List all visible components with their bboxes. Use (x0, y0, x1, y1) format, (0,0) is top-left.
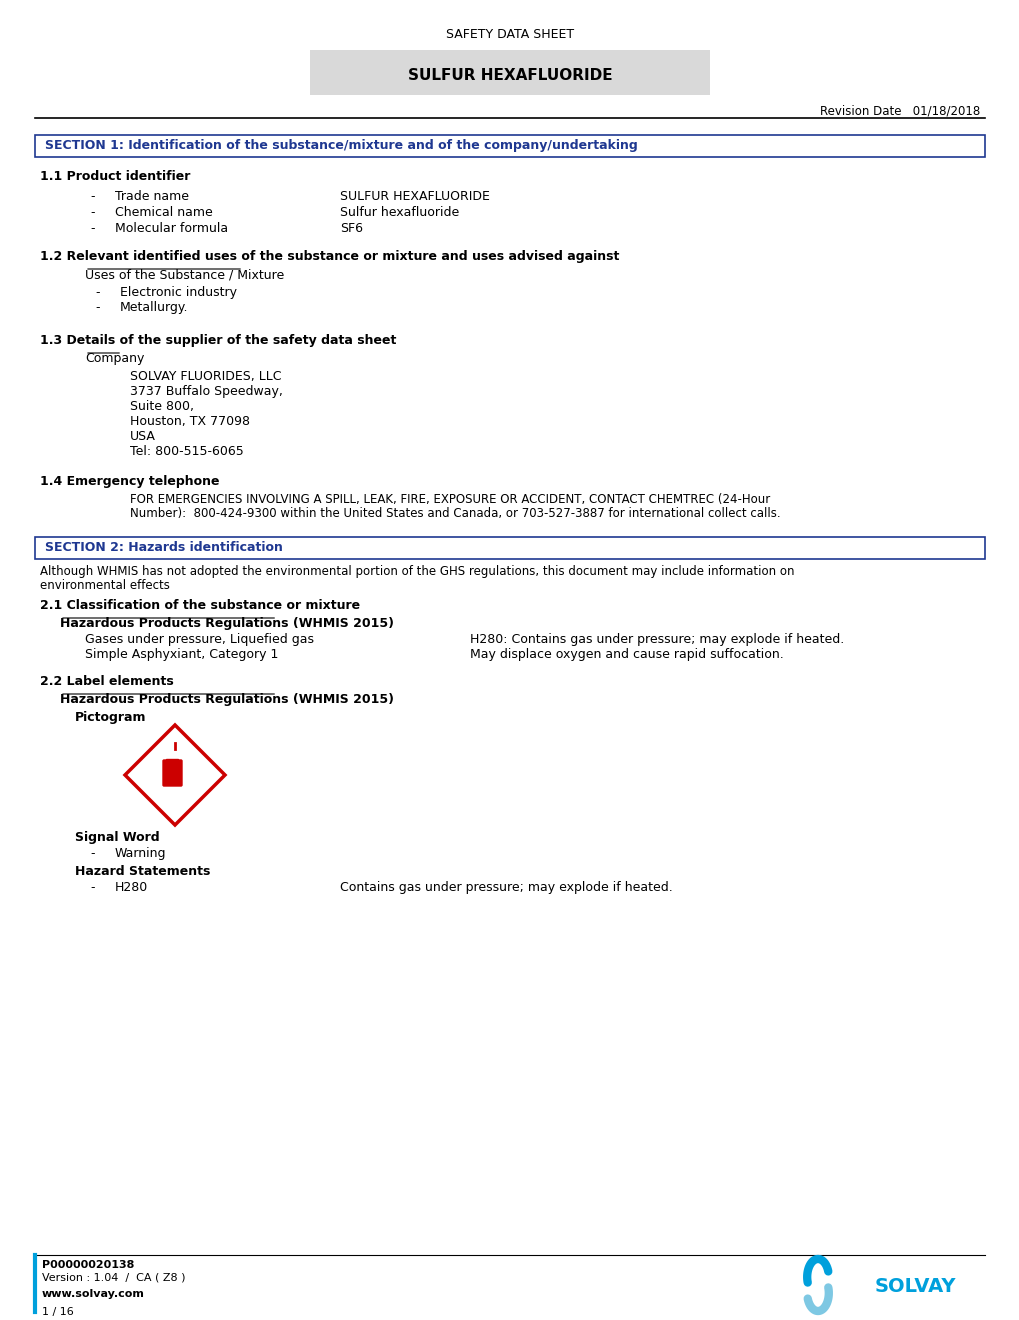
Text: -: - (90, 880, 95, 894)
Text: H280: H280 (115, 880, 148, 894)
Text: Suite 800,: Suite 800, (129, 400, 194, 413)
Text: Hazardous Products Regulations (WHMIS 2015): Hazardous Products Regulations (WHMIS 20… (60, 616, 393, 630)
Text: -: - (90, 847, 95, 861)
Text: SULFUR HEXAFLUORIDE: SULFUR HEXAFLUORIDE (339, 190, 489, 203)
Text: SAFETY DATA SHEET: SAFETY DATA SHEET (445, 28, 574, 41)
Text: -: - (90, 206, 95, 219)
Text: environmental effects: environmental effects (40, 579, 170, 591)
Text: H280: Contains gas under pressure; may explode if heated.: H280: Contains gas under pressure; may e… (470, 634, 844, 645)
Text: Signal Word: Signal Word (75, 832, 159, 843)
Text: SECTION 2: Hazards identification: SECTION 2: Hazards identification (45, 541, 282, 554)
Text: www.solvay.com: www.solvay.com (42, 1290, 145, 1299)
Text: Chemical name: Chemical name (115, 206, 213, 219)
Text: 2.1 Classification of the substance or mixture: 2.1 Classification of the substance or m… (40, 599, 360, 612)
Text: Sulfur hexafluoride: Sulfur hexafluoride (339, 206, 459, 219)
Text: Number):  800-424-9300 within the United States and Canada, or 703-527-3887 for : Number): 800-424-9300 within the United … (129, 507, 780, 520)
Text: SULFUR HEXAFLUORIDE: SULFUR HEXAFLUORIDE (408, 69, 611, 83)
Text: Although WHMIS has not adopted the environmental portion of the GHS regulations,: Although WHMIS has not adopted the envir… (40, 565, 794, 578)
Text: 1 / 16: 1 / 16 (42, 1307, 73, 1317)
FancyBboxPatch shape (163, 760, 181, 785)
Text: Revision Date   01/18/2018: Revision Date 01/18/2018 (819, 106, 979, 117)
Text: Houston, TX 77098: Houston, TX 77098 (129, 414, 250, 428)
Text: Company: Company (85, 352, 145, 366)
FancyBboxPatch shape (166, 759, 178, 764)
Text: Electronic industry: Electronic industry (120, 286, 236, 300)
Text: Simple Asphyxiant, Category 1: Simple Asphyxiant, Category 1 (85, 648, 278, 661)
Text: Uses of the Substance / Mixture: Uses of the Substance / Mixture (85, 268, 284, 281)
Text: Tel: 800-515-6065: Tel: 800-515-6065 (129, 445, 244, 458)
Text: USA: USA (129, 430, 156, 444)
Polygon shape (125, 725, 225, 825)
Text: 1.1 Product identifier: 1.1 Product identifier (40, 170, 191, 183)
Text: SOLVAY: SOLVAY (874, 1276, 956, 1296)
Text: -: - (90, 190, 95, 203)
Text: Version : 1.04  /  CA ( Z8 ): Version : 1.04 / CA ( Z8 ) (42, 1272, 185, 1283)
Text: SF6: SF6 (339, 222, 363, 235)
Text: Contains gas under pressure; may explode if heated.: Contains gas under pressure; may explode… (339, 880, 673, 894)
Text: 2.2 Label elements: 2.2 Label elements (40, 675, 173, 688)
Text: -: - (90, 222, 95, 235)
Text: Warning: Warning (115, 847, 166, 861)
Text: Molecular formula: Molecular formula (115, 222, 228, 235)
Text: P00000020138: P00000020138 (42, 1261, 135, 1270)
Text: Metallurgy.: Metallurgy. (120, 301, 189, 314)
Text: -: - (95, 286, 100, 300)
Text: Pictogram: Pictogram (75, 711, 147, 723)
FancyBboxPatch shape (35, 135, 984, 157)
Text: 1.4 Emergency telephone: 1.4 Emergency telephone (40, 475, 219, 488)
Text: Trade name: Trade name (115, 190, 189, 203)
Text: -: - (95, 301, 100, 314)
FancyBboxPatch shape (310, 50, 709, 95)
Text: Hazardous Products Regulations (WHMIS 2015): Hazardous Products Regulations (WHMIS 20… (60, 693, 393, 706)
FancyBboxPatch shape (35, 537, 984, 558)
Text: FOR EMERGENCIES INVOLVING A SPILL, LEAK, FIRE, EXPOSURE OR ACCIDENT, CONTACT CHE: FOR EMERGENCIES INVOLVING A SPILL, LEAK,… (129, 492, 769, 506)
Text: 1.3 Details of the supplier of the safety data sheet: 1.3 Details of the supplier of the safet… (40, 334, 396, 347)
Text: Gases under pressure, Liquefied gas: Gases under pressure, Liquefied gas (85, 634, 314, 645)
Text: 1.2 Relevant identified uses of the substance or mixture and uses advised agains: 1.2 Relevant identified uses of the subs… (40, 249, 619, 263)
Text: SOLVAY FLUORIDES, LLC: SOLVAY FLUORIDES, LLC (129, 370, 281, 383)
Text: 3737 Buffalo Speedway,: 3737 Buffalo Speedway, (129, 385, 282, 399)
Text: Hazard Statements: Hazard Statements (75, 865, 210, 878)
Text: SECTION 1: Identification of the substance/mixture and of the company/undertakin: SECTION 1: Identification of the substan… (45, 139, 637, 152)
Text: May displace oxygen and cause rapid suffocation.: May displace oxygen and cause rapid suff… (470, 648, 783, 661)
